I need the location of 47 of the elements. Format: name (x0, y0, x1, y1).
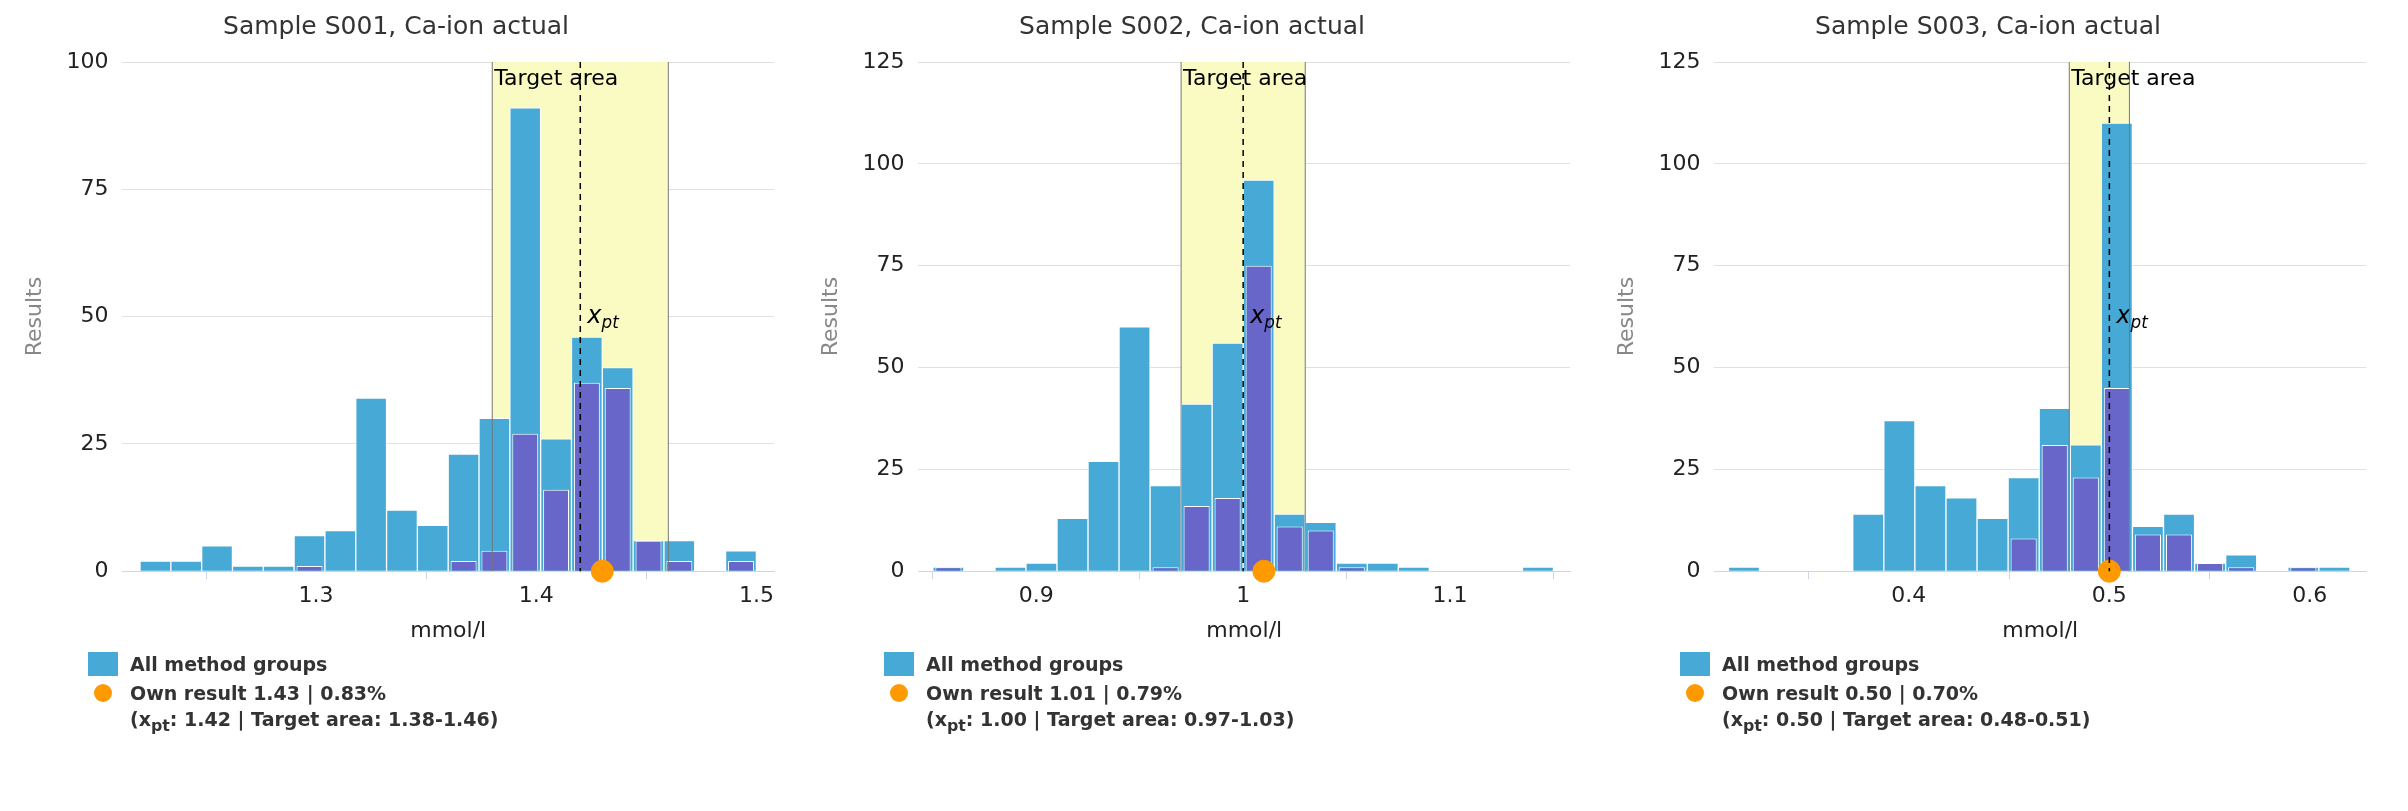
y-tick-label: 50 (1672, 353, 1701, 379)
y-tick-label: 100 (1658, 149, 1701, 175)
y-tick-label: 100 (862, 149, 905, 175)
legend-label: Own result 1.43 | 0.83% (130, 682, 387, 704)
y-tick-label: 25 (80, 429, 109, 455)
legend-label: All method groups (926, 653, 1124, 675)
x-tick-label: 1.3 (298, 582, 334, 608)
chart-title: Sample S002, Ca-ion actual (1019, 10, 1365, 40)
y-axis-title: Results (816, 276, 842, 357)
y-tick-label: 125 (1658, 47, 1701, 73)
legend-label: Own result 0.50 | 0.70% (1722, 682, 1979, 704)
y-tick-label: 0 (1686, 556, 1701, 582)
band-label: Target area (1182, 64, 1308, 90)
text: (x$_{pt}$: 1.42 | Target area: 1.38-1.46) (129, 708, 500, 735)
y-tick-label: 125 (862, 47, 905, 73)
x-tick-label: 1.5 (738, 582, 774, 608)
x-tick-label: 1.1 (1432, 582, 1468, 608)
legend-label: Own result 1.01 | 0.79% (926, 682, 1183, 704)
x-axis-title: mmol/l (1206, 616, 1283, 642)
y-tick-label: 25 (876, 455, 905, 481)
x-tick-label: 1.4 (518, 582, 554, 608)
x-tick-label: 0.9 (1018, 582, 1054, 608)
y-tick-label: 75 (876, 251, 905, 277)
x-axis-title: mmol/l (2002, 616, 2079, 642)
y-tick-label: 50 (80, 302, 109, 328)
band-label: Target area (2070, 64, 2196, 90)
y-tick-label: 75 (1672, 251, 1701, 277)
x-axis-title: mmol/l (410, 616, 487, 642)
band-label: Target area (493, 64, 619, 90)
x-tick-label: 1 (1236, 582, 1251, 608)
text: (x$_{pt}$: 0.50 | Target area: 0.48-0.51) (1721, 708, 2092, 735)
legend-label: All method groups (1722, 653, 1920, 675)
y-tick-label: 0 (890, 556, 905, 582)
chart-title: Sample S003, Ca-ion actual (1815, 10, 2161, 40)
y-axis-title: Results (20, 276, 46, 357)
y-tick-label: 100 (66, 47, 109, 73)
x-tick-label: 0.5 (2091, 582, 2127, 608)
y-tick-label: 25 (1672, 455, 1701, 481)
y-tick-label: 75 (80, 175, 109, 201)
legend-label: All method groups (130, 653, 328, 675)
y-tick-label: 0 (94, 556, 109, 582)
text: (x$_{pt}$: 1.00 | Target area: 0.97-1.03) (925, 708, 1296, 735)
x-tick-label: 0.6 (2292, 582, 2328, 608)
chart-title: Sample S001, Ca-ion actual (223, 10, 569, 40)
x-tick-label: 0.4 (1891, 582, 1927, 608)
y-tick-label: 50 (876, 353, 905, 379)
y-axis-title: Results (1612, 276, 1638, 357)
